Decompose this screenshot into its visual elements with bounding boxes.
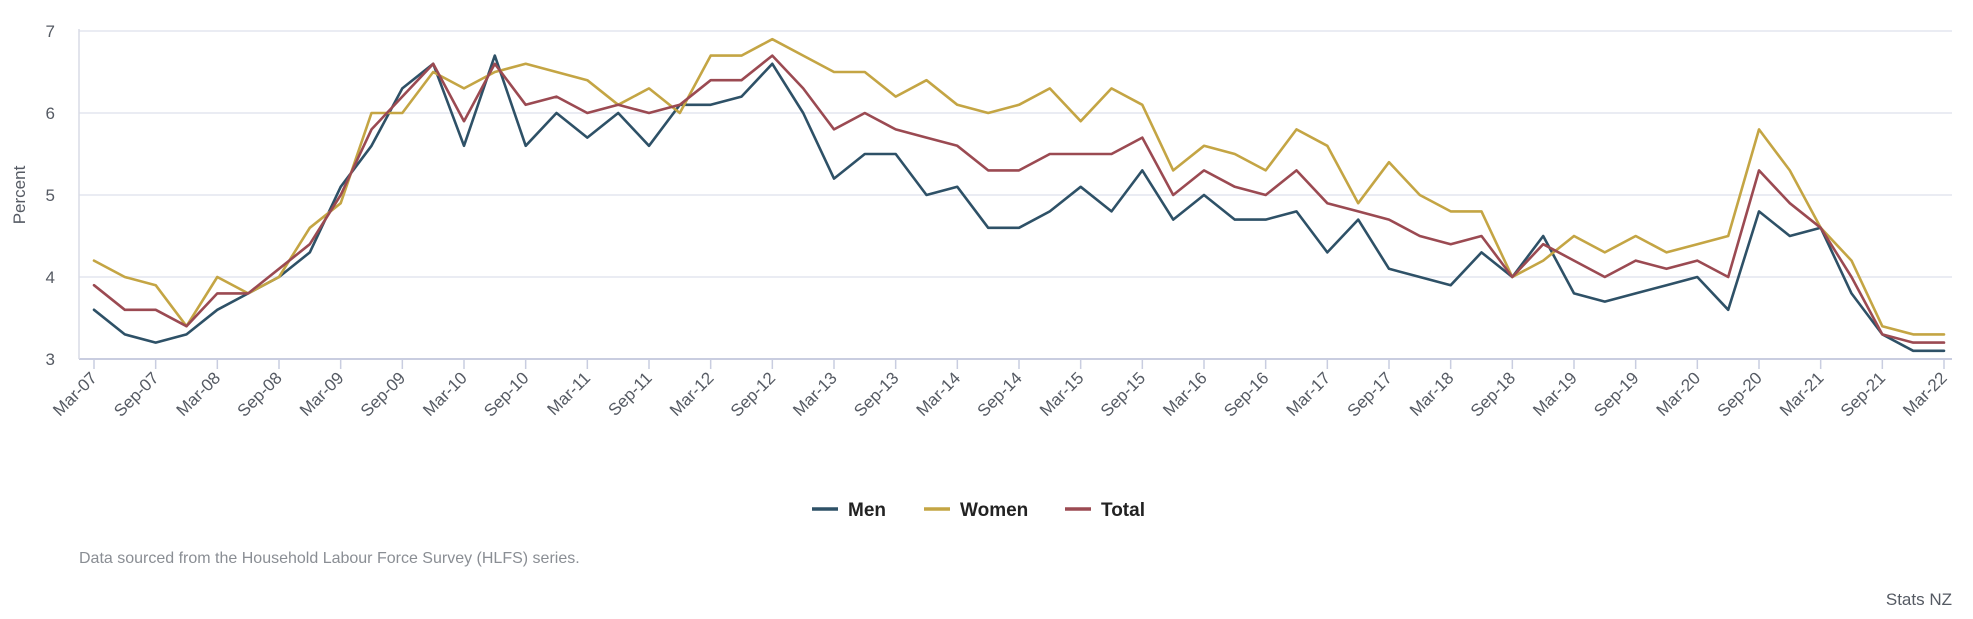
x-tick-label: Mar-09	[296, 368, 348, 420]
x-tick-label: Mar-17	[1283, 368, 1335, 420]
data-source-note: Data sourced from the Household Labour F…	[79, 550, 580, 567]
legend: Men Women Total	[812, 500, 1145, 521]
y-tick-label: 5	[46, 186, 55, 205]
x-tick-label: Sep-13	[850, 368, 902, 420]
x-tick-label: Sep-17	[1344, 368, 1396, 420]
series-line-women	[92, 37, 1946, 336]
x-tick-label: Mar-13	[789, 368, 841, 420]
x-tick-label: Mar-19	[1529, 368, 1581, 420]
gridlines	[79, 30, 1952, 360]
legend-label-men: Men	[848, 500, 886, 521]
series-line-men	[92, 54, 1946, 353]
x-tick-label: Mar-08	[173, 368, 225, 420]
legend-label-total: Total	[1101, 500, 1145, 521]
y-tick-label: 6	[46, 104, 55, 123]
x-tick-label: Mar-20	[1653, 368, 1705, 420]
x-tick-label: Sep-10	[480, 368, 532, 420]
x-tick-label: Sep-11	[605, 368, 656, 419]
y-axis: 3 4 5 6 7	[46, 22, 80, 369]
x-tick-label: Mar-10	[419, 368, 471, 420]
x-tick-label: Sep-20	[1714, 368, 1766, 420]
x-tick-label: Sep-15	[1097, 368, 1149, 420]
x-tick-label: Mar-21	[1776, 368, 1828, 420]
x-tick-label: Mar-22	[1899, 368, 1951, 420]
x-tick-label: Mar-18	[1406, 368, 1458, 420]
x-tick-label: Mar-15	[1036, 368, 1088, 420]
x-tick-label: Sep-16	[1220, 368, 1272, 420]
x-tick-label: Mar-07	[49, 368, 101, 420]
series-lines	[92, 37, 1946, 353]
x-tick-label: Mar-14	[913, 368, 965, 420]
x-tick-label: Sep-21	[1837, 368, 1889, 420]
x-tick-label: Sep-08	[234, 368, 286, 420]
x-tick-label: Mar-11	[544, 368, 595, 419]
y-tick-label: 7	[46, 22, 55, 41]
x-tick-label: Sep-18	[1467, 368, 1519, 420]
x-tick-label: Mar-16	[1159, 368, 1211, 420]
x-tick-label: Sep-14	[974, 368, 1026, 420]
x-tick-label: Sep-07	[110, 368, 162, 420]
x-tick-label: Sep-12	[727, 368, 779, 420]
x-axis: Mar-07 Sep-07 Mar-08 Sep-08 Mar-09 Sep-09 Mar-…	[49, 359, 1951, 421]
y-tick-label: 3	[46, 350, 55, 369]
x-tick-label: Mar-12	[666, 368, 718, 420]
y-tick-label: 4	[46, 268, 55, 287]
x-tick-label: Sep-09	[357, 368, 409, 420]
y-axis-title: Percent	[10, 165, 29, 224]
legend-label-women: Women	[960, 500, 1028, 521]
series-line-total	[92, 54, 1946, 344]
source-credit: Stats NZ	[1885, 590, 1952, 609]
x-tick-label: Sep-19	[1590, 368, 1642, 420]
